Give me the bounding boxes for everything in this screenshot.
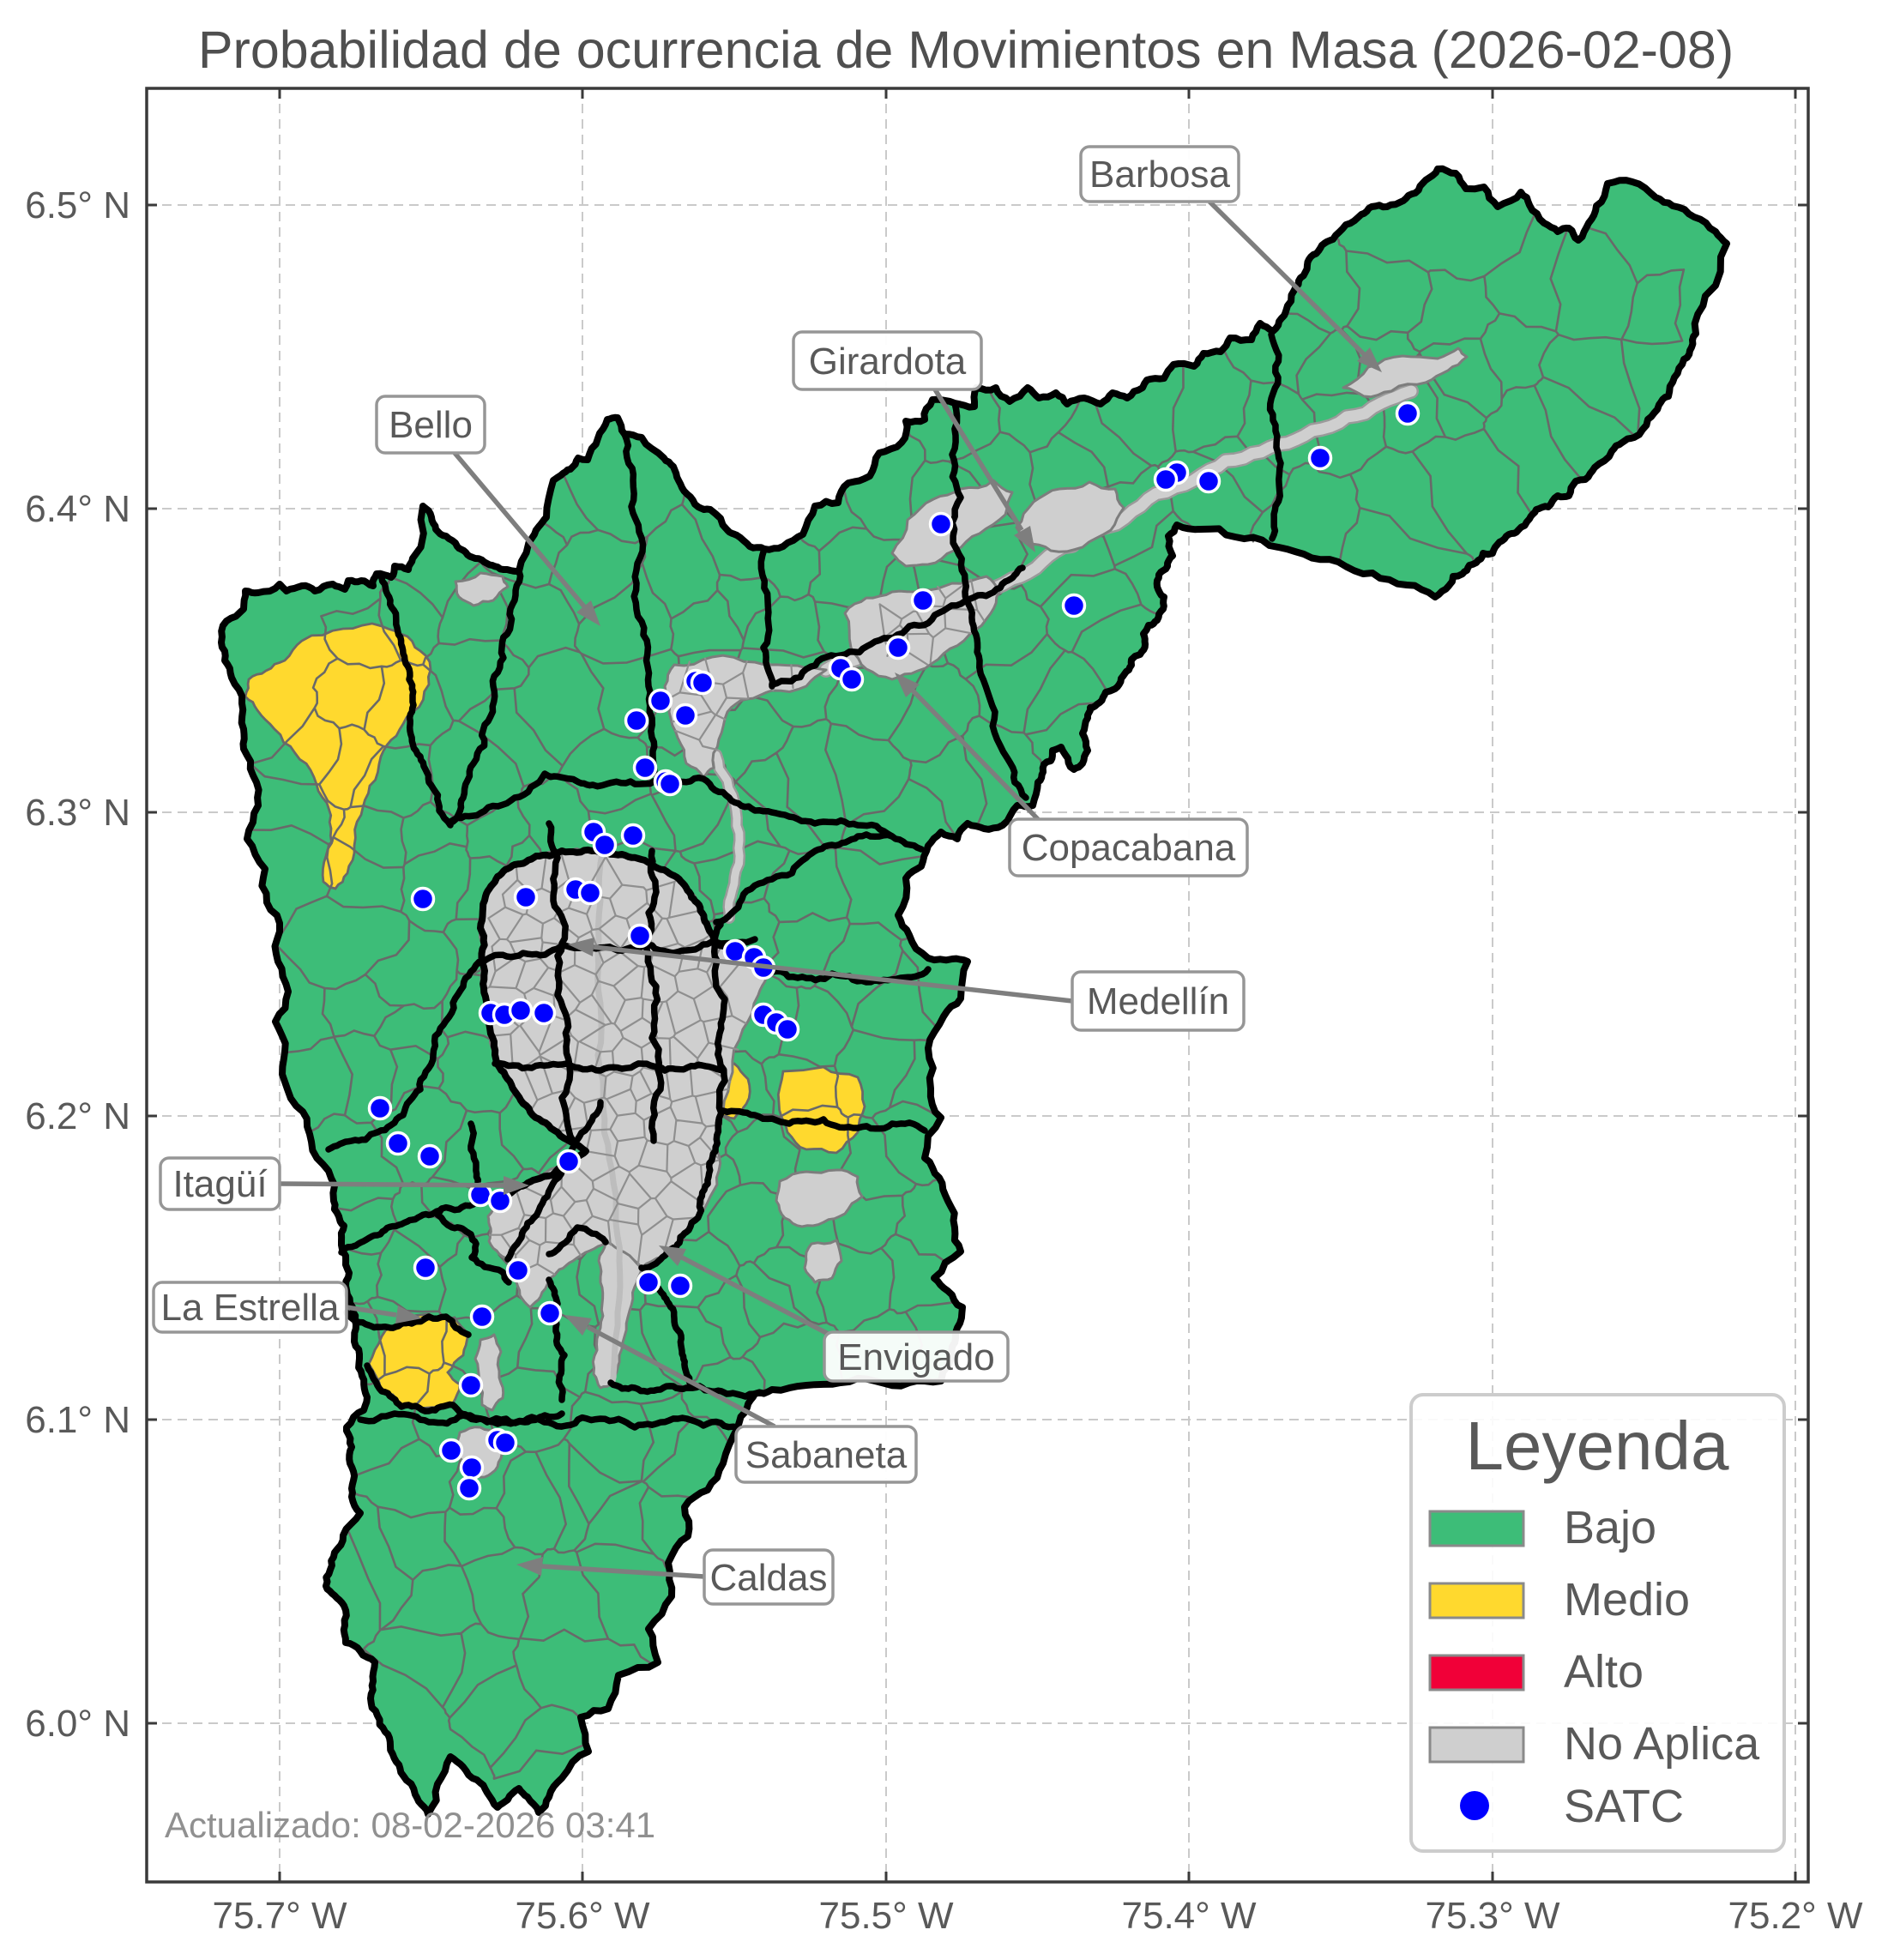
svg-text:Copacabana: Copacabana <box>1022 827 1236 869</box>
svg-text:La Estrella: La Estrella <box>161 1287 340 1329</box>
svg-text:Bajo: Bajo <box>1564 1502 1656 1553</box>
svg-text:75.2° W: 75.2° W <box>1728 1895 1863 1937</box>
svg-text:Alto: Alto <box>1564 1646 1644 1698</box>
svg-text:Caldas: Caldas <box>710 1557 828 1599</box>
svg-text:6.3° N: 6.3° N <box>25 792 130 834</box>
svg-text:75.5° W: 75.5° W <box>819 1895 954 1937</box>
svg-text:Probabilidad de ocurrencia de: Probabilidad de ocurrencia de Movimiento… <box>198 21 1734 79</box>
svg-text:75.3° W: 75.3° W <box>1426 1895 1560 1937</box>
svg-text:Medio: Medio <box>1564 1574 1690 1625</box>
svg-text:Barbosa: Barbosa <box>1089 154 1230 196</box>
svg-text:75.4° W: 75.4° W <box>1122 1895 1257 1937</box>
svg-text:6.5° N: 6.5° N <box>25 184 130 226</box>
svg-text:Sabaneta: Sabaneta <box>745 1434 908 1476</box>
svg-text:75.7° W: 75.7° W <box>213 1895 347 1937</box>
svg-text:Envigado: Envigado <box>837 1336 994 1378</box>
svg-text:6.4° N: 6.4° N <box>25 488 130 530</box>
svg-text:Bello: Bello <box>389 404 473 446</box>
svg-text:75.6° W: 75.6° W <box>516 1895 650 1937</box>
svg-text:6.2° N: 6.2° N <box>25 1095 130 1137</box>
svg-text:SATC: SATC <box>1564 1781 1684 1832</box>
svg-text:Medellín: Medellín <box>1087 980 1229 1022</box>
svg-text:6.0° N: 6.0° N <box>25 1703 130 1745</box>
svg-text:No Aplica: No Aplica <box>1564 1718 1760 1770</box>
svg-text:Itagüí: Itagüí <box>172 1163 268 1205</box>
svg-text:Girardota: Girardota <box>809 341 967 383</box>
svg-text:Actualizado: 08-02-2026 03:41: Actualizado: 08-02-2026 03:41 <box>165 1805 655 1845</box>
svg-text:6.1° N: 6.1° N <box>25 1399 130 1441</box>
svg-text:Leyenda: Leyenda <box>1466 1408 1729 1484</box>
